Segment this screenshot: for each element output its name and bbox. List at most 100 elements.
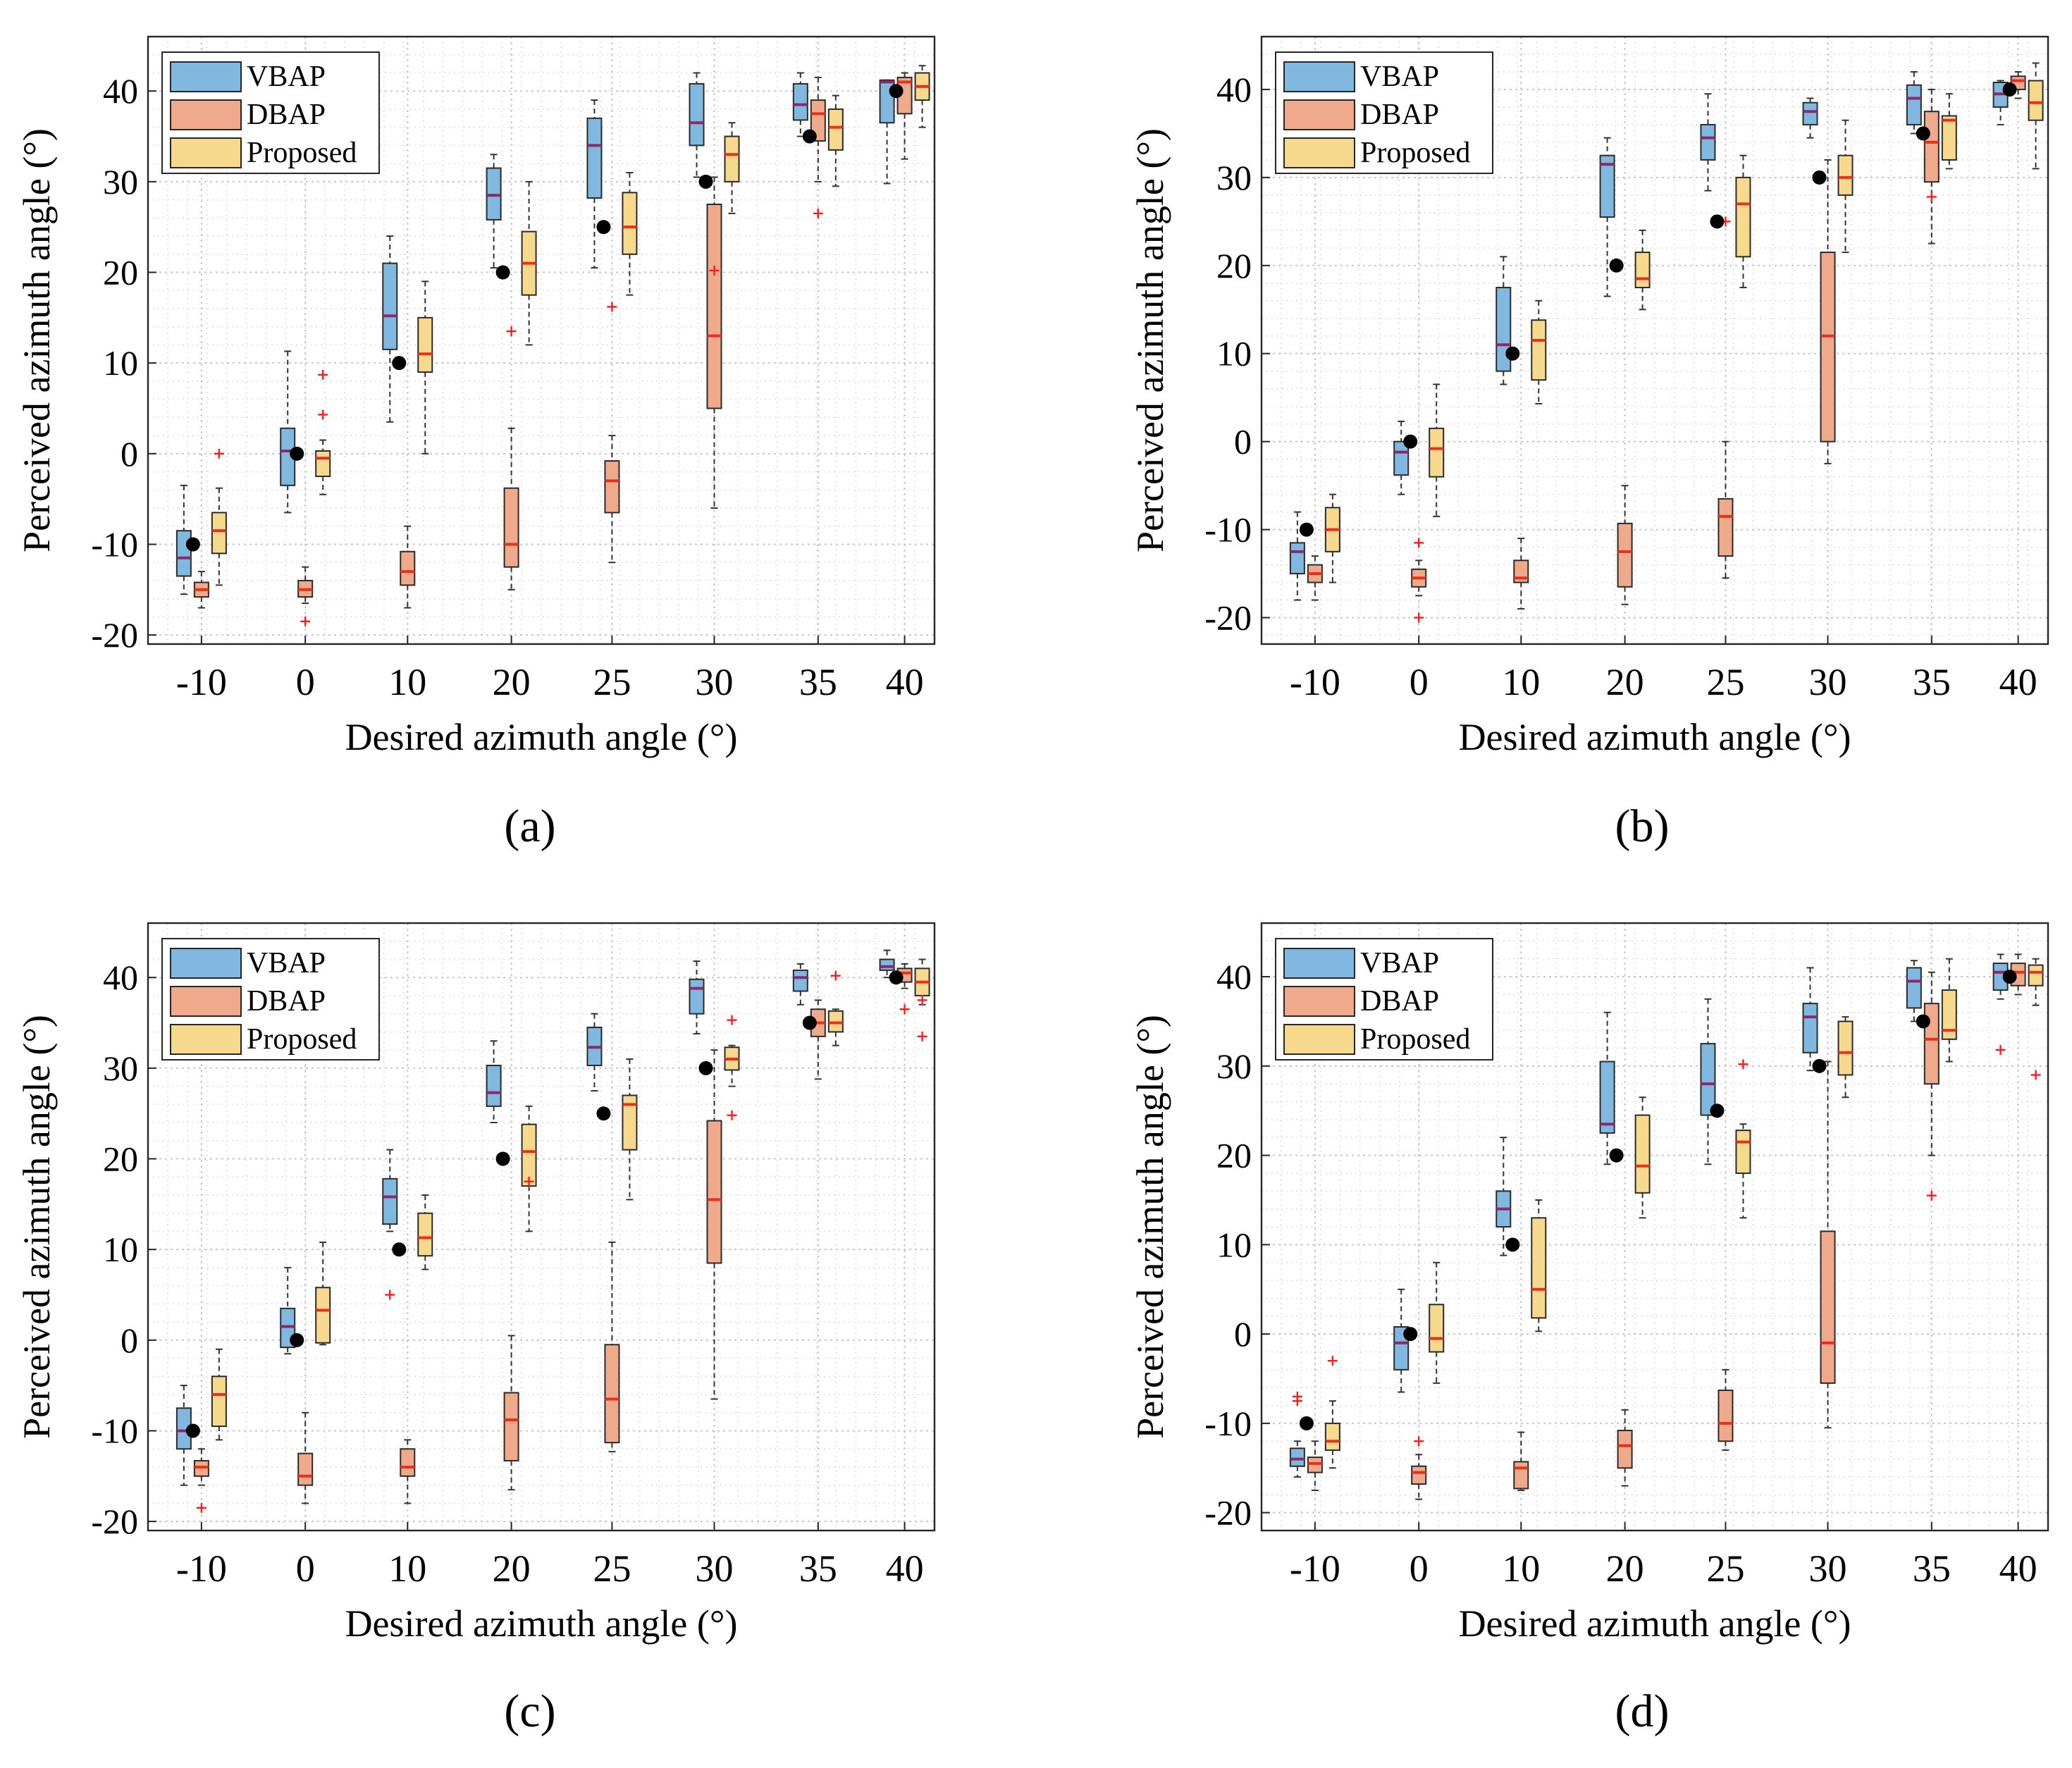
y-tick-label: 20 — [103, 253, 138, 292]
desired-angle-marker — [889, 84, 904, 99]
desired-angle-marker — [1403, 1327, 1418, 1342]
y-tick-label: 0 — [1234, 1314, 1252, 1354]
box-proposed — [315, 1241, 331, 1346]
box-iqr — [792, 82, 808, 121]
desired-angle-marker — [495, 1151, 510, 1166]
x-tick-label: 30 — [1809, 661, 1847, 703]
desired-angle-marker — [698, 1061, 713, 1075]
box-iqr — [724, 135, 740, 183]
box-iqr — [2028, 80, 2044, 121]
x-tick-label: 40 — [886, 661, 924, 703]
legend-swatch-vbap — [1283, 948, 1355, 979]
box-vbap — [1802, 97, 1818, 139]
desired-angle-marker — [1299, 1416, 1314, 1430]
y-tick-label: 10 — [103, 1230, 138, 1269]
desired-angle-marker — [1812, 1058, 1827, 1073]
legend-label-vbap: VBAP — [1360, 947, 1439, 979]
legend-swatch-vbap — [170, 948, 242, 979]
panel-c-boxplot: -20 -10 0 10 20 30 40 -10 0 10 20 25 30 35 40 Desired a… — [16, 922, 936, 1645]
desired-angle-marker — [1916, 126, 1930, 141]
box-proposed — [1837, 119, 1854, 254]
legend: VBAP DBAP Proposed — [161, 938, 380, 1061]
legend-label-vbap: VBAP — [1360, 61, 1439, 93]
x-tick-label: 40 — [1999, 661, 2037, 703]
x-tick-label: 35 — [1913, 1547, 1951, 1590]
box-iqr — [1324, 1422, 1340, 1451]
box-iqr — [792, 969, 808, 992]
x-tick-label: 10 — [1502, 661, 1540, 703]
desired-angle-marker — [889, 970, 904, 985]
x-tick-label: 35 — [799, 1547, 837, 1590]
box-proposed — [1634, 229, 1651, 311]
legend-swatch-proposed — [170, 1024, 242, 1055]
panel-label-b: (b) — [1615, 800, 1670, 852]
box-iqr — [1906, 967, 1922, 1009]
panel-label-d: (d) — [1615, 1686, 1670, 1737]
box-iqr — [211, 1376, 227, 1428]
box-iqr — [503, 1392, 519, 1461]
y-tick-label: 10 — [1216, 334, 1252, 373]
x-tick-label: 35 — [799, 661, 837, 703]
box-dbap — [1718, 216, 1734, 579]
box-proposed — [1429, 1261, 1445, 1384]
box-dbap — [604, 302, 620, 564]
box-iqr — [1700, 123, 1716, 161]
panel-b-boxplot: -20 -10 0 10 20 30 40 -10 0 10 20 25 30 35 40 Desired a… — [1129, 35, 2049, 758]
desired-angle-marker — [802, 129, 817, 144]
box-iqr — [827, 108, 844, 151]
box-iqr — [1923, 111, 1940, 183]
box-iqr — [1941, 115, 1957, 161]
box-iqr — [604, 1344, 620, 1444]
box-iqr — [622, 1094, 638, 1151]
desired-angle-marker — [495, 265, 510, 280]
panel-label-c: (c) — [504, 1686, 555, 1737]
box-vbap — [1802, 967, 1818, 1072]
x-tick-label: 10 — [388, 661, 426, 703]
x-tick-label: -10 — [1290, 661, 1340, 703]
y-tick-label: 40 — [103, 958, 138, 997]
box-iqr — [689, 82, 705, 147]
legend-swatch-vbap — [1283, 61, 1355, 92]
desired-angle-marker — [596, 1106, 611, 1121]
x-tick-label: 35 — [1913, 661, 1951, 703]
box-iqr — [417, 316, 433, 373]
box-iqr — [1820, 1230, 1836, 1384]
y-tick-label: -20 — [91, 615, 138, 655]
y-tick-label: 30 — [103, 1049, 138, 1088]
box-iqr — [1429, 1304, 1445, 1353]
box-proposed — [1429, 383, 1445, 517]
x-tick-label: 40 — [1999, 1547, 2037, 1590]
x-axis-title: Desired azimuth angle (°) — [1459, 716, 1851, 758]
box-iqr — [1718, 497, 1734, 557]
x-tick-label: 20 — [1606, 1547, 1644, 1590]
box-iqr — [706, 1120, 722, 1264]
box-proposed — [724, 1015, 740, 1120]
x-axis-title: Desired azimuth angle (°) — [345, 1602, 738, 1645]
box-dbap — [706, 176, 722, 509]
y-axis-title: Perceived azimuth angle (°) — [1129, 1015, 1171, 1439]
legend-swatch-dbap — [170, 99, 242, 130]
box-dbap — [297, 1411, 314, 1504]
box-iqr — [586, 117, 603, 199]
box-dbap — [1307, 1440, 1323, 1491]
desired-angle-marker — [392, 356, 407, 371]
box-dbap — [1513, 1431, 1529, 1491]
x-tick-label: -10 — [176, 1547, 227, 1590]
panel-d-boxplot: -20 -10 0 10 20 30 40 -10 0 10 20 25 30 35 40 Desired a… — [1129, 922, 2049, 1645]
box-iqr — [1820, 252, 1836, 443]
box-iqr — [1617, 522, 1633, 588]
box-iqr — [1513, 1461, 1529, 1490]
box-dbap — [1411, 1436, 1427, 1500]
box-dbap — [400, 1439, 416, 1504]
x-tick-label: 25 — [1706, 1547, 1744, 1590]
box-dbap — [1513, 538, 1529, 610]
box-vbap — [879, 949, 895, 979]
box-dbap — [1617, 485, 1633, 605]
box-vbap — [1700, 93, 1716, 192]
panel-label-a: (a) — [504, 800, 555, 852]
axes-frame — [1260, 922, 2049, 1532]
x-axis-title: Desired azimuth angle (°) — [345, 716, 738, 758]
x-tick-label: 25 — [593, 1547, 631, 1590]
box-proposed — [2028, 958, 2044, 1080]
desired-angle-marker — [392, 1242, 407, 1257]
